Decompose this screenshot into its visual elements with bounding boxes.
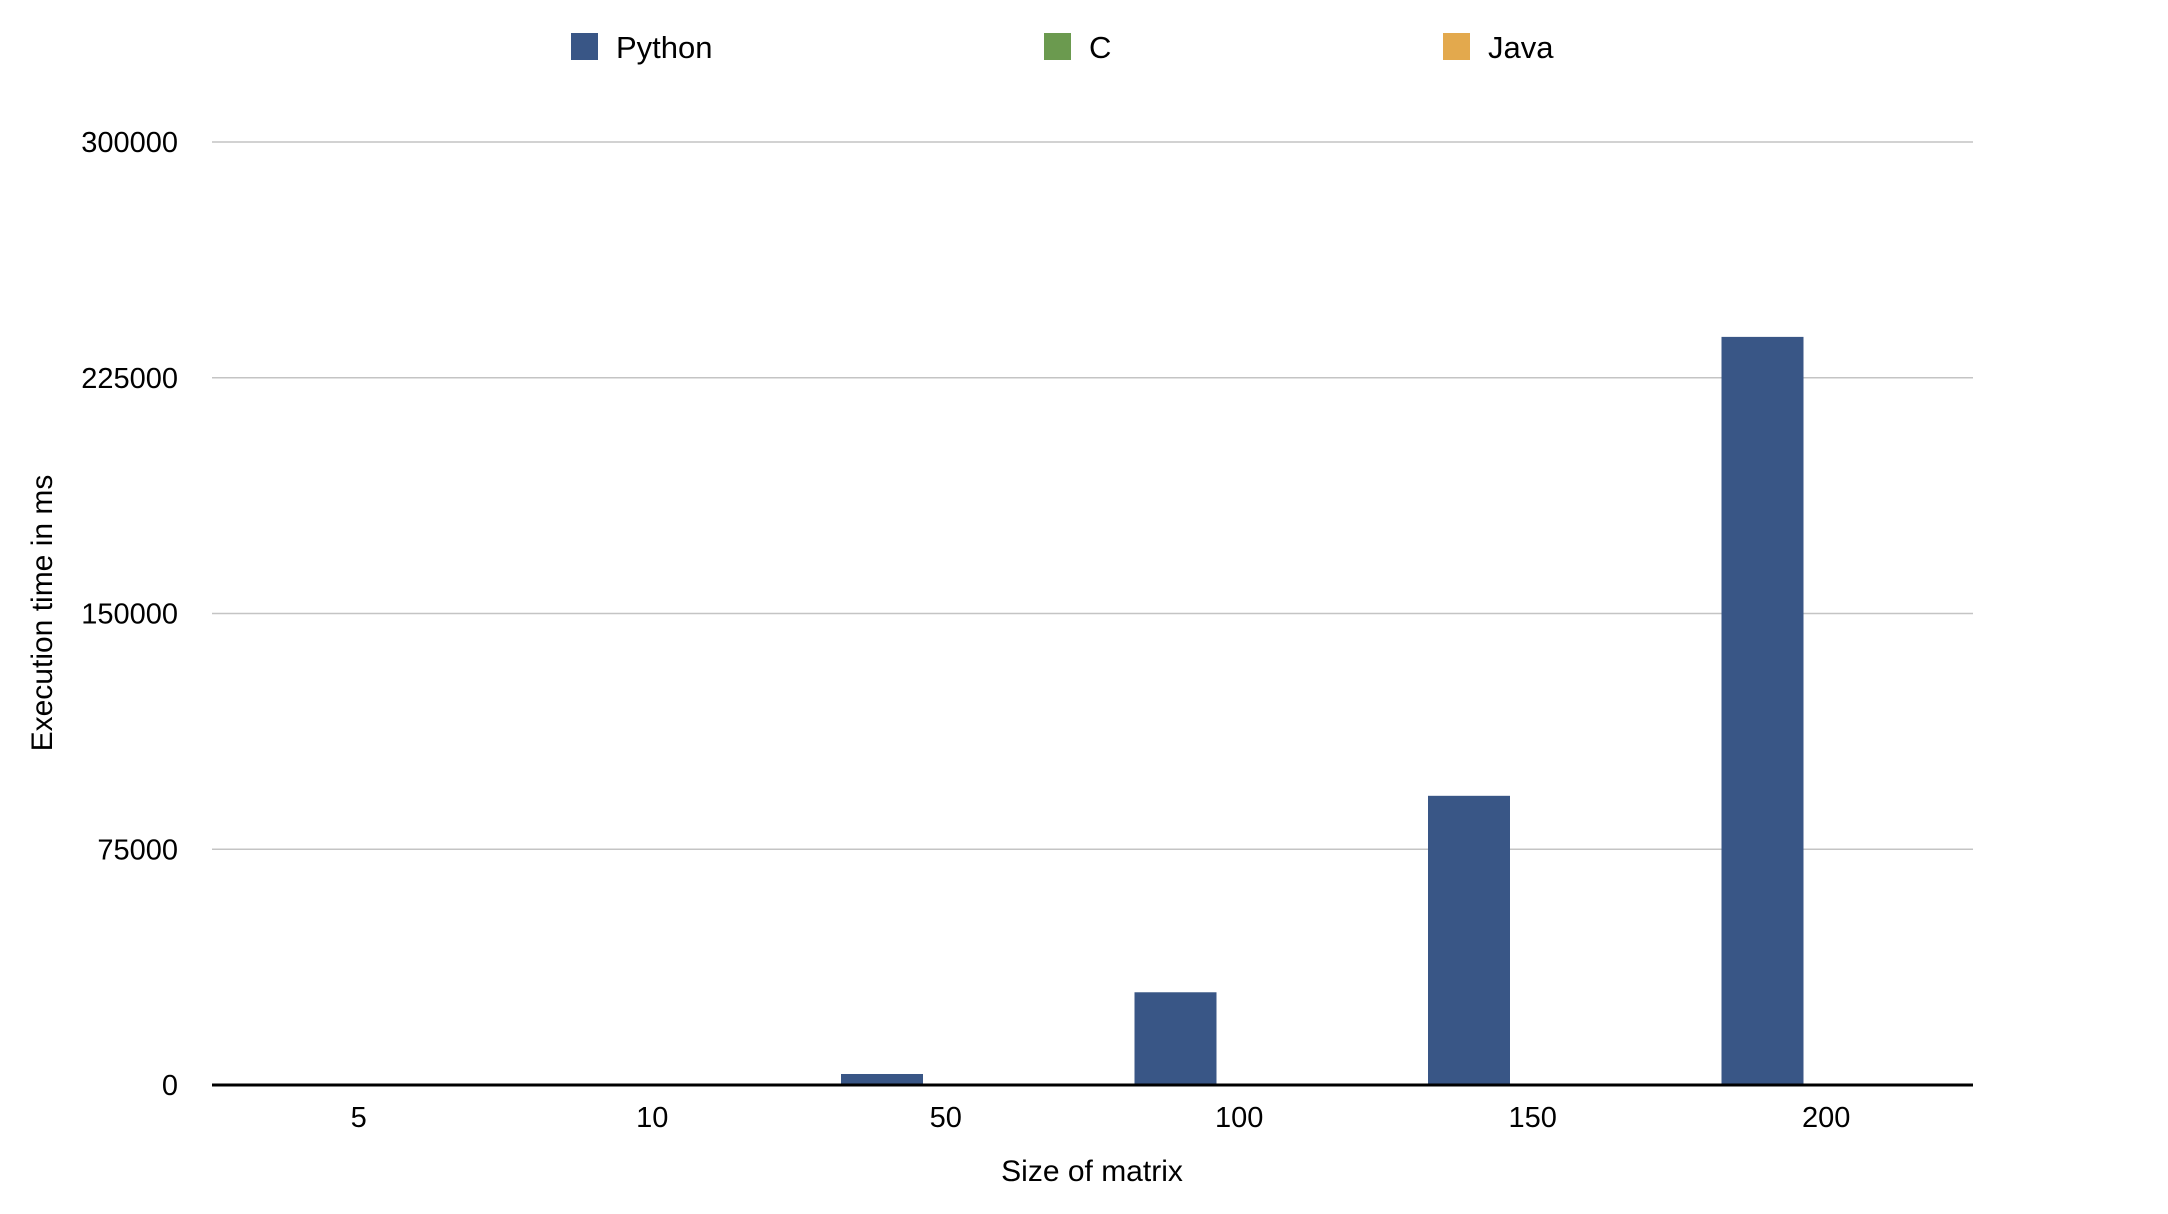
y-tick-label: 300000 [81, 127, 178, 159]
legend-item-java: Java [1443, 30, 1554, 65]
y-tick-label: 225000 [81, 363, 178, 395]
legend-label: C [1089, 30, 1111, 65]
x-tick-label: 150 [1509, 1102, 1557, 1134]
x-tick-labels: 5 10 50 100 150 200 [351, 1102, 1851, 1134]
x-tick-label: 100 [1215, 1102, 1263, 1134]
legend-item-python: Python [571, 30, 713, 65]
x-tick-label: 10 [636, 1102, 668, 1134]
x-tick-label: 50 [930, 1102, 962, 1134]
legend-swatch [1443, 33, 1470, 60]
x-tick-label: 5 [351, 1102, 367, 1134]
bar-python-100 [1134, 992, 1217, 1085]
y-tick-label: 150000 [81, 599, 178, 631]
y-tick-label: 75000 [97, 834, 178, 866]
legend: Python C Java [571, 30, 1554, 65]
legend-swatch [1044, 33, 1071, 60]
x-axis-title: Size of matrix [1001, 1155, 1183, 1188]
y-tick-label: 0 [162, 1070, 178, 1102]
bars [254, 336, 1804, 1085]
legend-label: Java [1488, 30, 1554, 65]
y-tick-labels: 0 75000 150000 225000 300000 [81, 127, 178, 1102]
bar-python-50 [841, 1073, 923, 1085]
legend-label: Python [616, 30, 713, 65]
bar-python-150 [1428, 795, 1510, 1085]
x-tick-label: 200 [1802, 1102, 1850, 1134]
bar-python-200 [1721, 336, 1804, 1085]
grid-lines [212, 141, 1973, 850]
legend-swatch [571, 33, 598, 60]
y-axis-title: Execution time in ms [26, 475, 59, 752]
legend-item-c: C [1044, 30, 1111, 65]
